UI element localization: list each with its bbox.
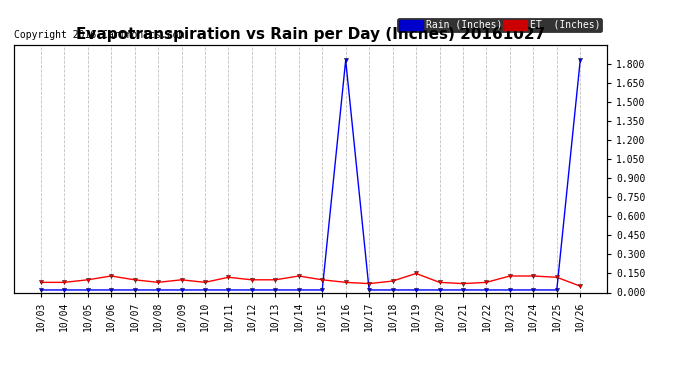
Legend: Rain (Inches), ET  (Inches): Rain (Inches), ET (Inches) (397, 18, 602, 32)
Title: Evapotranspiration vs Rain per Day (Inches) 20161027: Evapotranspiration vs Rain per Day (Inch… (76, 27, 545, 42)
Text: Copyright 2016 Cartronics.com: Copyright 2016 Cartronics.com (14, 30, 184, 40)
